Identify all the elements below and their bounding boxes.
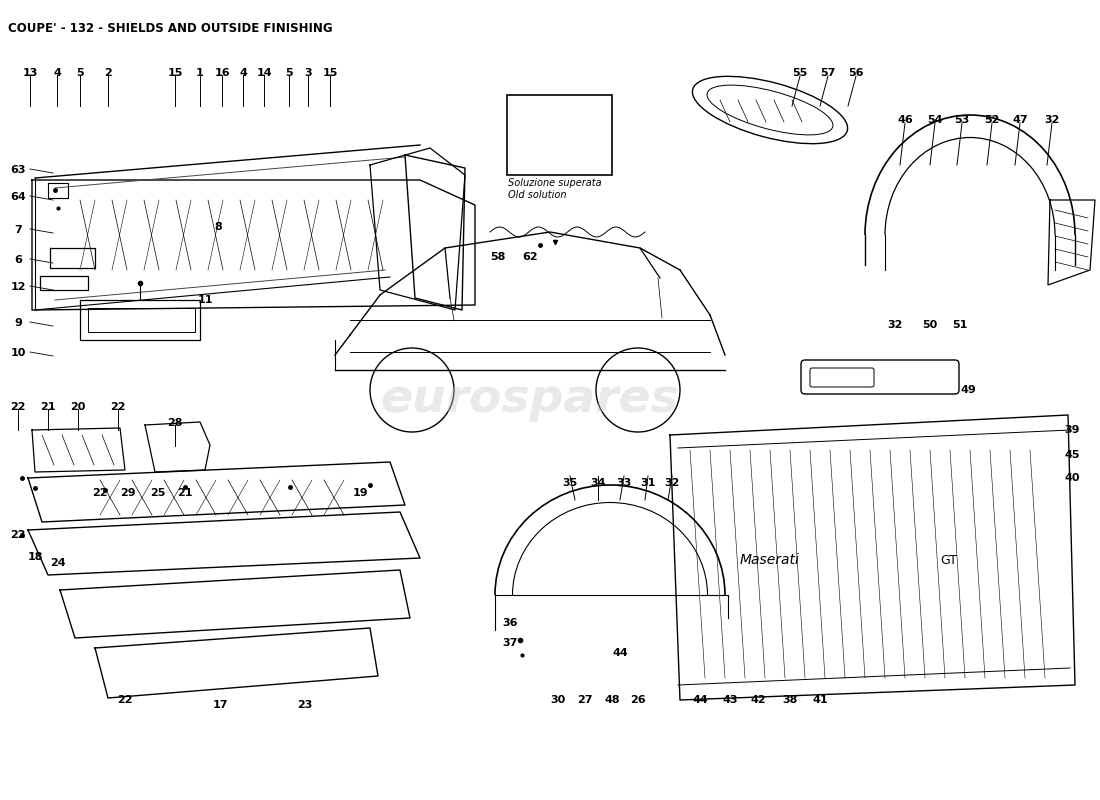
- Text: 6: 6: [14, 255, 22, 265]
- Text: 49: 49: [960, 385, 976, 395]
- Text: 62: 62: [522, 252, 538, 262]
- Text: 1: 1: [196, 68, 204, 78]
- Text: 17: 17: [212, 700, 228, 710]
- Text: 54: 54: [927, 115, 943, 125]
- Text: 48: 48: [604, 695, 619, 705]
- Text: 32: 32: [664, 478, 680, 488]
- Text: 12: 12: [10, 282, 25, 292]
- Text: 28: 28: [167, 418, 183, 428]
- Text: 23: 23: [297, 700, 312, 710]
- Text: 22: 22: [10, 402, 25, 412]
- Text: 47: 47: [1012, 115, 1027, 125]
- Text: eurospares: eurospares: [381, 378, 680, 422]
- Text: 14: 14: [256, 68, 272, 78]
- Text: 45: 45: [1065, 450, 1080, 460]
- Text: 44: 44: [692, 695, 708, 705]
- Text: GT: GT: [940, 554, 957, 566]
- Text: 38: 38: [782, 695, 797, 705]
- Text: 44: 44: [612, 648, 628, 658]
- Text: 5: 5: [76, 68, 84, 78]
- Text: 40: 40: [1065, 473, 1080, 483]
- Text: Maserati: Maserati: [740, 553, 800, 567]
- Text: 13: 13: [22, 68, 37, 78]
- Text: 22: 22: [92, 488, 108, 498]
- Text: 63: 63: [10, 165, 25, 175]
- Text: 58: 58: [512, 97, 527, 107]
- Text: 39: 39: [1065, 425, 1080, 435]
- Text: 29: 29: [120, 488, 135, 498]
- Text: 36: 36: [503, 618, 518, 628]
- FancyBboxPatch shape: [801, 360, 959, 394]
- Text: 2: 2: [104, 68, 112, 78]
- Text: 32: 32: [888, 320, 903, 330]
- Text: 4: 4: [239, 68, 246, 78]
- Text: 58: 58: [491, 252, 506, 262]
- Text: 50: 50: [923, 320, 937, 330]
- Text: 26: 26: [630, 695, 646, 705]
- Text: 22: 22: [118, 695, 133, 705]
- Text: 61: 61: [591, 97, 606, 107]
- Text: 4: 4: [53, 68, 60, 78]
- Text: 56: 56: [848, 68, 864, 78]
- Text: 55: 55: [792, 68, 807, 78]
- Text: Soluzione superata
Old solution: Soluzione superata Old solution: [508, 178, 602, 200]
- Text: 33: 33: [616, 478, 631, 488]
- Text: 21: 21: [41, 402, 56, 412]
- Text: 21: 21: [177, 488, 192, 498]
- Text: 41: 41: [812, 695, 828, 705]
- Text: 32: 32: [1044, 115, 1059, 125]
- Text: 24: 24: [51, 558, 66, 568]
- Text: 18: 18: [28, 552, 43, 562]
- Text: 19: 19: [352, 488, 367, 498]
- Text: 16: 16: [214, 68, 230, 78]
- Text: 20: 20: [70, 402, 86, 412]
- Text: 15: 15: [167, 68, 183, 78]
- Text: 35: 35: [562, 478, 578, 488]
- Text: 15: 15: [322, 68, 338, 78]
- Text: 46: 46: [898, 115, 913, 125]
- Text: 25: 25: [151, 488, 166, 498]
- Text: 31: 31: [640, 478, 656, 488]
- Text: 37: 37: [503, 638, 518, 648]
- Text: 27: 27: [578, 695, 593, 705]
- Text: 59: 59: [537, 97, 552, 107]
- FancyBboxPatch shape: [810, 368, 875, 387]
- Text: 30: 30: [550, 695, 565, 705]
- Text: 22: 22: [10, 530, 25, 540]
- Text: 5: 5: [285, 68, 293, 78]
- Text: 8: 8: [214, 222, 222, 232]
- Text: 9: 9: [14, 318, 22, 328]
- Text: 34: 34: [591, 478, 606, 488]
- Text: 60: 60: [564, 97, 580, 107]
- Text: 22: 22: [110, 402, 125, 412]
- Text: 57: 57: [821, 68, 836, 78]
- Bar: [507, 95, 612, 175]
- Text: 3: 3: [305, 68, 311, 78]
- Text: 42: 42: [750, 695, 766, 705]
- Text: 10: 10: [10, 348, 25, 358]
- Text: 11: 11: [197, 295, 212, 305]
- Text: 7: 7: [14, 225, 22, 235]
- Text: 53: 53: [955, 115, 969, 125]
- Text: MASERATI: MASERATI: [870, 378, 917, 387]
- Text: 64: 64: [10, 192, 26, 202]
- Text: 52: 52: [984, 115, 1000, 125]
- Text: 43: 43: [723, 695, 738, 705]
- Text: COUPE' - 132 - SHIELDS AND OUTSIDE FINISHING: COUPE' - 132 - SHIELDS AND OUTSIDE FINIS…: [8, 22, 332, 35]
- Text: 51: 51: [953, 320, 968, 330]
